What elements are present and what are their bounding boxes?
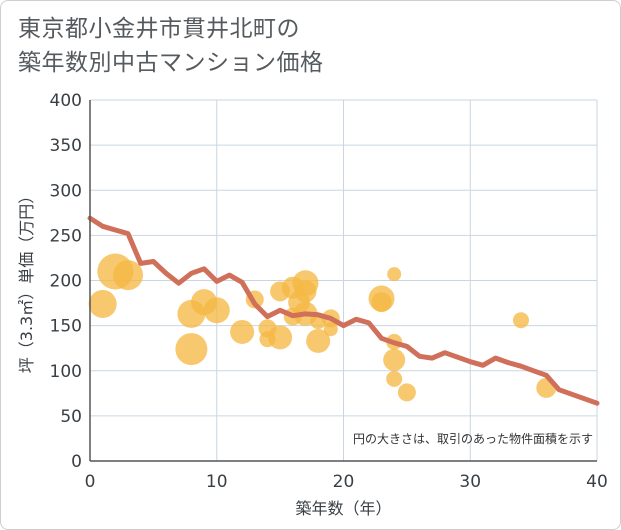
chart-title: 東京都小金井市貫井北町の 築年数別中古マンション価格 [18,12,324,80]
trend-line [87,215,600,406]
data-point [386,370,403,387]
data-point [294,280,317,303]
y-tick-label: 150 [50,317,82,337]
data-point [88,289,117,318]
y-tick-label: 200 [50,272,82,292]
y-tick-label: 350 [50,136,82,156]
data-point [203,297,230,324]
grid-lines [90,99,598,461]
x-tick-label: 30 [459,472,481,492]
data-point [512,312,529,329]
x-axis-title: 築年数（年） [295,499,391,518]
data-point [387,267,402,282]
chart-title-line-2: 築年数別中古マンション価格 [18,50,324,76]
x-tick-label: 10 [206,472,228,492]
tick-labels: 0 50 100 150 200 250 300 350 400 0 10 20 30 40 [50,91,608,492]
x-tick-label: 40 [586,472,608,492]
y-tick-label: 300 [50,181,82,201]
data-point [397,383,416,402]
x-tick-label: 20 [333,472,355,492]
x-tick-label: 0 [85,472,96,492]
y-tick-label: 100 [50,362,82,382]
data-point [268,325,293,350]
chart-title-line-1: 東京都小金井市貫井北町の [18,16,300,42]
data-point [306,328,331,353]
axes [89,100,597,462]
data-point [230,319,255,344]
data-point [323,322,338,337]
data-point [113,260,144,291]
data-point [383,348,406,371]
y-tick-label: 50 [60,407,82,427]
y-tick-label: 250 [50,226,82,246]
y-axis-title: 坪（3.3㎡）単価（万円） [17,188,36,373]
data-point [175,333,208,366]
data-point [371,292,392,313]
trend-line-series [87,215,600,406]
y-tick-label: 400 [50,91,82,111]
y-tick-label: 0 [71,452,82,472]
size-annotation: 円の大きさは、取引のあった物件面積を示す [353,431,593,446]
